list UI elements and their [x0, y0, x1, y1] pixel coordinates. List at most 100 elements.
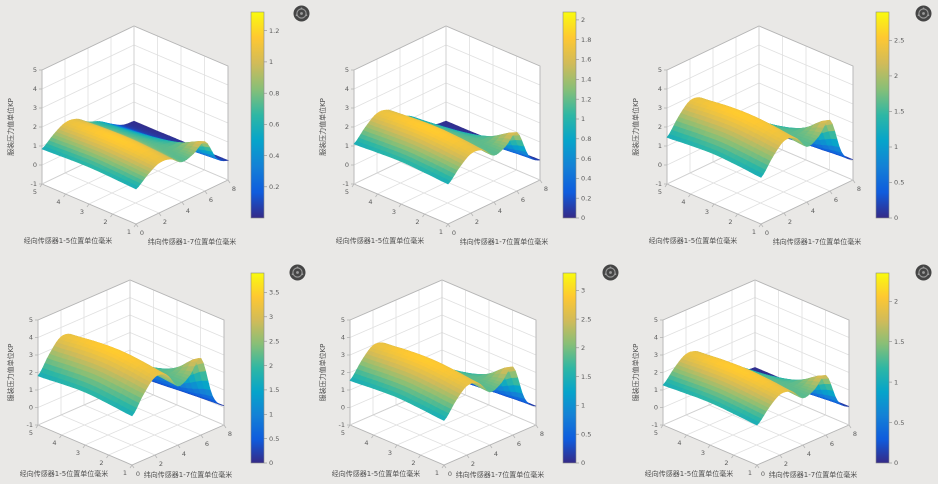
colorbar-tick-label: 0.2 [269, 183, 279, 191]
y-tick-label: 3 [80, 208, 84, 216]
x-tick-label: 0 [452, 229, 456, 237]
z-tick-label: 2 [345, 123, 349, 131]
z-tick-label: 4 [29, 334, 33, 342]
surface-plot-panel-5: -1 0 1 2 3 4 5 0 2 4 6 8 1 2 3 4 5 纬向传感器1-7位置单位毫米 经向传感器1-5… [312, 255, 625, 484]
x-tick-label: 0 [448, 470, 452, 478]
x-axis-label: 纬向传感器1-7位置单位毫米 [456, 470, 544, 479]
y-tick-label: 2 [411, 459, 415, 467]
colorbar-tick-label: 3 [269, 313, 273, 321]
z-axis-label: 服装压力值单位KP [631, 344, 640, 402]
y-axis-label: 经向传感器1-5位置单位毫米 [332, 469, 420, 478]
surface-plot-3: -1 0 1 2 3 4 5 0 2 4 6 8 1 2 3 4 5 纬向传感器1-7位置单位毫米 经向传感器1-5… [631, 11, 904, 246]
z-tick-label: -1 [343, 180, 349, 188]
surface-plot-panel-6: -1 0 1 2 3 4 5 0 2 4 6 8 1 2 3 4 5 纬向传感器1-7位置单位毫米 经向传感器1-5… [625, 255, 938, 484]
y-tick-label: 5 [658, 188, 662, 196]
colorbar-tick-label: 3.5 [269, 289, 279, 297]
z-tick-label: 1 [341, 386, 345, 394]
z-tick-label: 2 [654, 369, 658, 377]
y-tick-label: 4 [681, 198, 685, 206]
colorbar-tick-label: 2.5 [269, 337, 279, 345]
colorbar-tick-label: 1.5 [581, 373, 591, 381]
x-tick-label: 6 [521, 196, 525, 204]
y-axis-label: 经向传感器1-5位置单位毫米 [649, 236, 737, 245]
colorbar-tick-label: 1 [581, 402, 585, 410]
z-tick-label: 4 [345, 85, 349, 93]
y-tick-label: 3 [705, 208, 709, 216]
surface-plot-6: -1 0 1 2 3 4 5 0 2 4 6 8 1 2 3 4 5 纬向传感器1-7位置单位毫米 经向传感器1-5… [631, 272, 904, 479]
colorbar-tick-label: 0.8 [581, 135, 591, 143]
surface-plot-panel-4: -1 0 1 2 3 4 5 0 2 4 6 8 1 2 3 4 5 纬向传感器1-7位置单位毫米 经向传感器1-5… [0, 255, 312, 484]
colorbar-tick-label: 2 [894, 298, 898, 306]
y-tick-label: 5 [29, 429, 33, 437]
x-tick-label: 6 [834, 196, 838, 204]
y-tick-label: 4 [364, 439, 368, 447]
colorbar: 0 0.5 1 1.5 2 [875, 272, 904, 467]
x-tick-label: 8 [544, 185, 548, 193]
z-tick-label: 0 [341, 404, 345, 412]
y-tick-label: 1 [435, 469, 439, 477]
z-tick-label: 0 [29, 404, 33, 412]
colorbar-tick-label: 0 [581, 214, 585, 222]
z-tick-label: 2 [33, 123, 37, 131]
colorbar-tick-label: 0.2 [581, 194, 591, 202]
x-tick-label: 4 [494, 450, 498, 458]
pressure-surface [662, 350, 850, 426]
colorbar: 0 0.5 1 1.5 2 2.5 3 3.5 [250, 272, 279, 467]
y-tick-label: 2 [724, 459, 728, 467]
x-tick-label: 2 [159, 460, 163, 468]
surface-plot-panel-2: -1 0 1 2 3 4 5 0 2 4 6 8 1 2 3 4 5 纬向传感器1-7位置单位毫米 经向传感器1-5… [312, 0, 625, 255]
x-tick-label: 4 [498, 207, 502, 215]
z-tick-label: 3 [33, 104, 37, 112]
surface-plot-5: -1 0 1 2 3 4 5 0 2 4 6 8 1 2 3 4 5 纬向传感器1-7位置单位毫米 经向传感器1-5… [318, 272, 591, 479]
colorbar-tick-label: 0.6 [581, 155, 591, 163]
z-tick-label: 2 [29, 369, 33, 377]
z-tick-label: 1 [345, 142, 349, 150]
z-tick-label: 3 [341, 351, 345, 359]
surface-plot-panel-1: -1 0 1 2 3 4 5 0 2 4 6 8 1 2 3 4 5 纬向传感器1-7位置单位毫米 经向传感器1-5… [0, 0, 312, 255]
z-axis-label: 服装压力值单位KP [318, 344, 327, 402]
y-tick-label: 4 [56, 198, 60, 206]
colorbar-tick-label: 0.5 [581, 430, 591, 438]
colorbar-tick-label: 0 [894, 214, 898, 222]
x-axis-label: 纬向传感器1-7位置单位毫米 [144, 470, 232, 479]
x-tick-label: 2 [788, 218, 792, 226]
z-axis-label: 服装压力值单位KP [6, 344, 15, 402]
colorbar-tick-label: 0 [269, 459, 273, 467]
colorbar: 0 0.5 1 1.5 2 2.5 [875, 11, 904, 222]
z-tick-label: -1 [339, 421, 345, 429]
x-tick-label: 2 [163, 218, 167, 226]
y-tick-label: 2 [103, 218, 107, 226]
watermark-icon [915, 5, 932, 22]
colorbar-tick-label: 1 [269, 411, 273, 419]
watermark-icon [602, 264, 619, 281]
colorbar-tick-label: 1.5 [894, 338, 904, 346]
z-tick-label: 5 [654, 316, 658, 324]
y-tick-label: 5 [33, 188, 37, 196]
x-tick-label: 4 [807, 450, 811, 458]
y-tick-label: 2 [415, 218, 419, 226]
z-tick-label: 3 [345, 104, 349, 112]
z-tick-label: -1 [652, 421, 658, 429]
x-tick-label: 0 [765, 229, 769, 237]
colorbar: 0 0.5 1 1.5 2 2.5 3 [562, 272, 591, 467]
x-tick-label: 8 [540, 430, 544, 438]
x-tick-label: 6 [517, 440, 521, 448]
z-tick-label: 1 [654, 386, 658, 394]
y-tick-label: 3 [76, 449, 80, 457]
colorbar-tick-label: 2 [269, 362, 273, 370]
x-tick-label: 4 [186, 207, 190, 215]
colorbar-tick-label: 2 [581, 16, 585, 24]
y-tick-label: 1 [752, 228, 756, 236]
x-tick-label: 8 [228, 430, 232, 438]
z-axis-label: 服装压力值单位KP [631, 98, 640, 156]
x-tick-label: 8 [853, 430, 857, 438]
colorbar-tick-label: 1.2 [581, 95, 591, 103]
colorbar-tick-label: 0.4 [581, 175, 591, 183]
x-tick-label: 6 [830, 440, 834, 448]
z-tick-label: 1 [658, 142, 662, 150]
z-tick-label: 5 [33, 66, 37, 74]
y-tick-label: 3 [388, 449, 392, 457]
colorbar-tick-label: 0.5 [894, 179, 904, 187]
pressure-surface [353, 109, 541, 185]
